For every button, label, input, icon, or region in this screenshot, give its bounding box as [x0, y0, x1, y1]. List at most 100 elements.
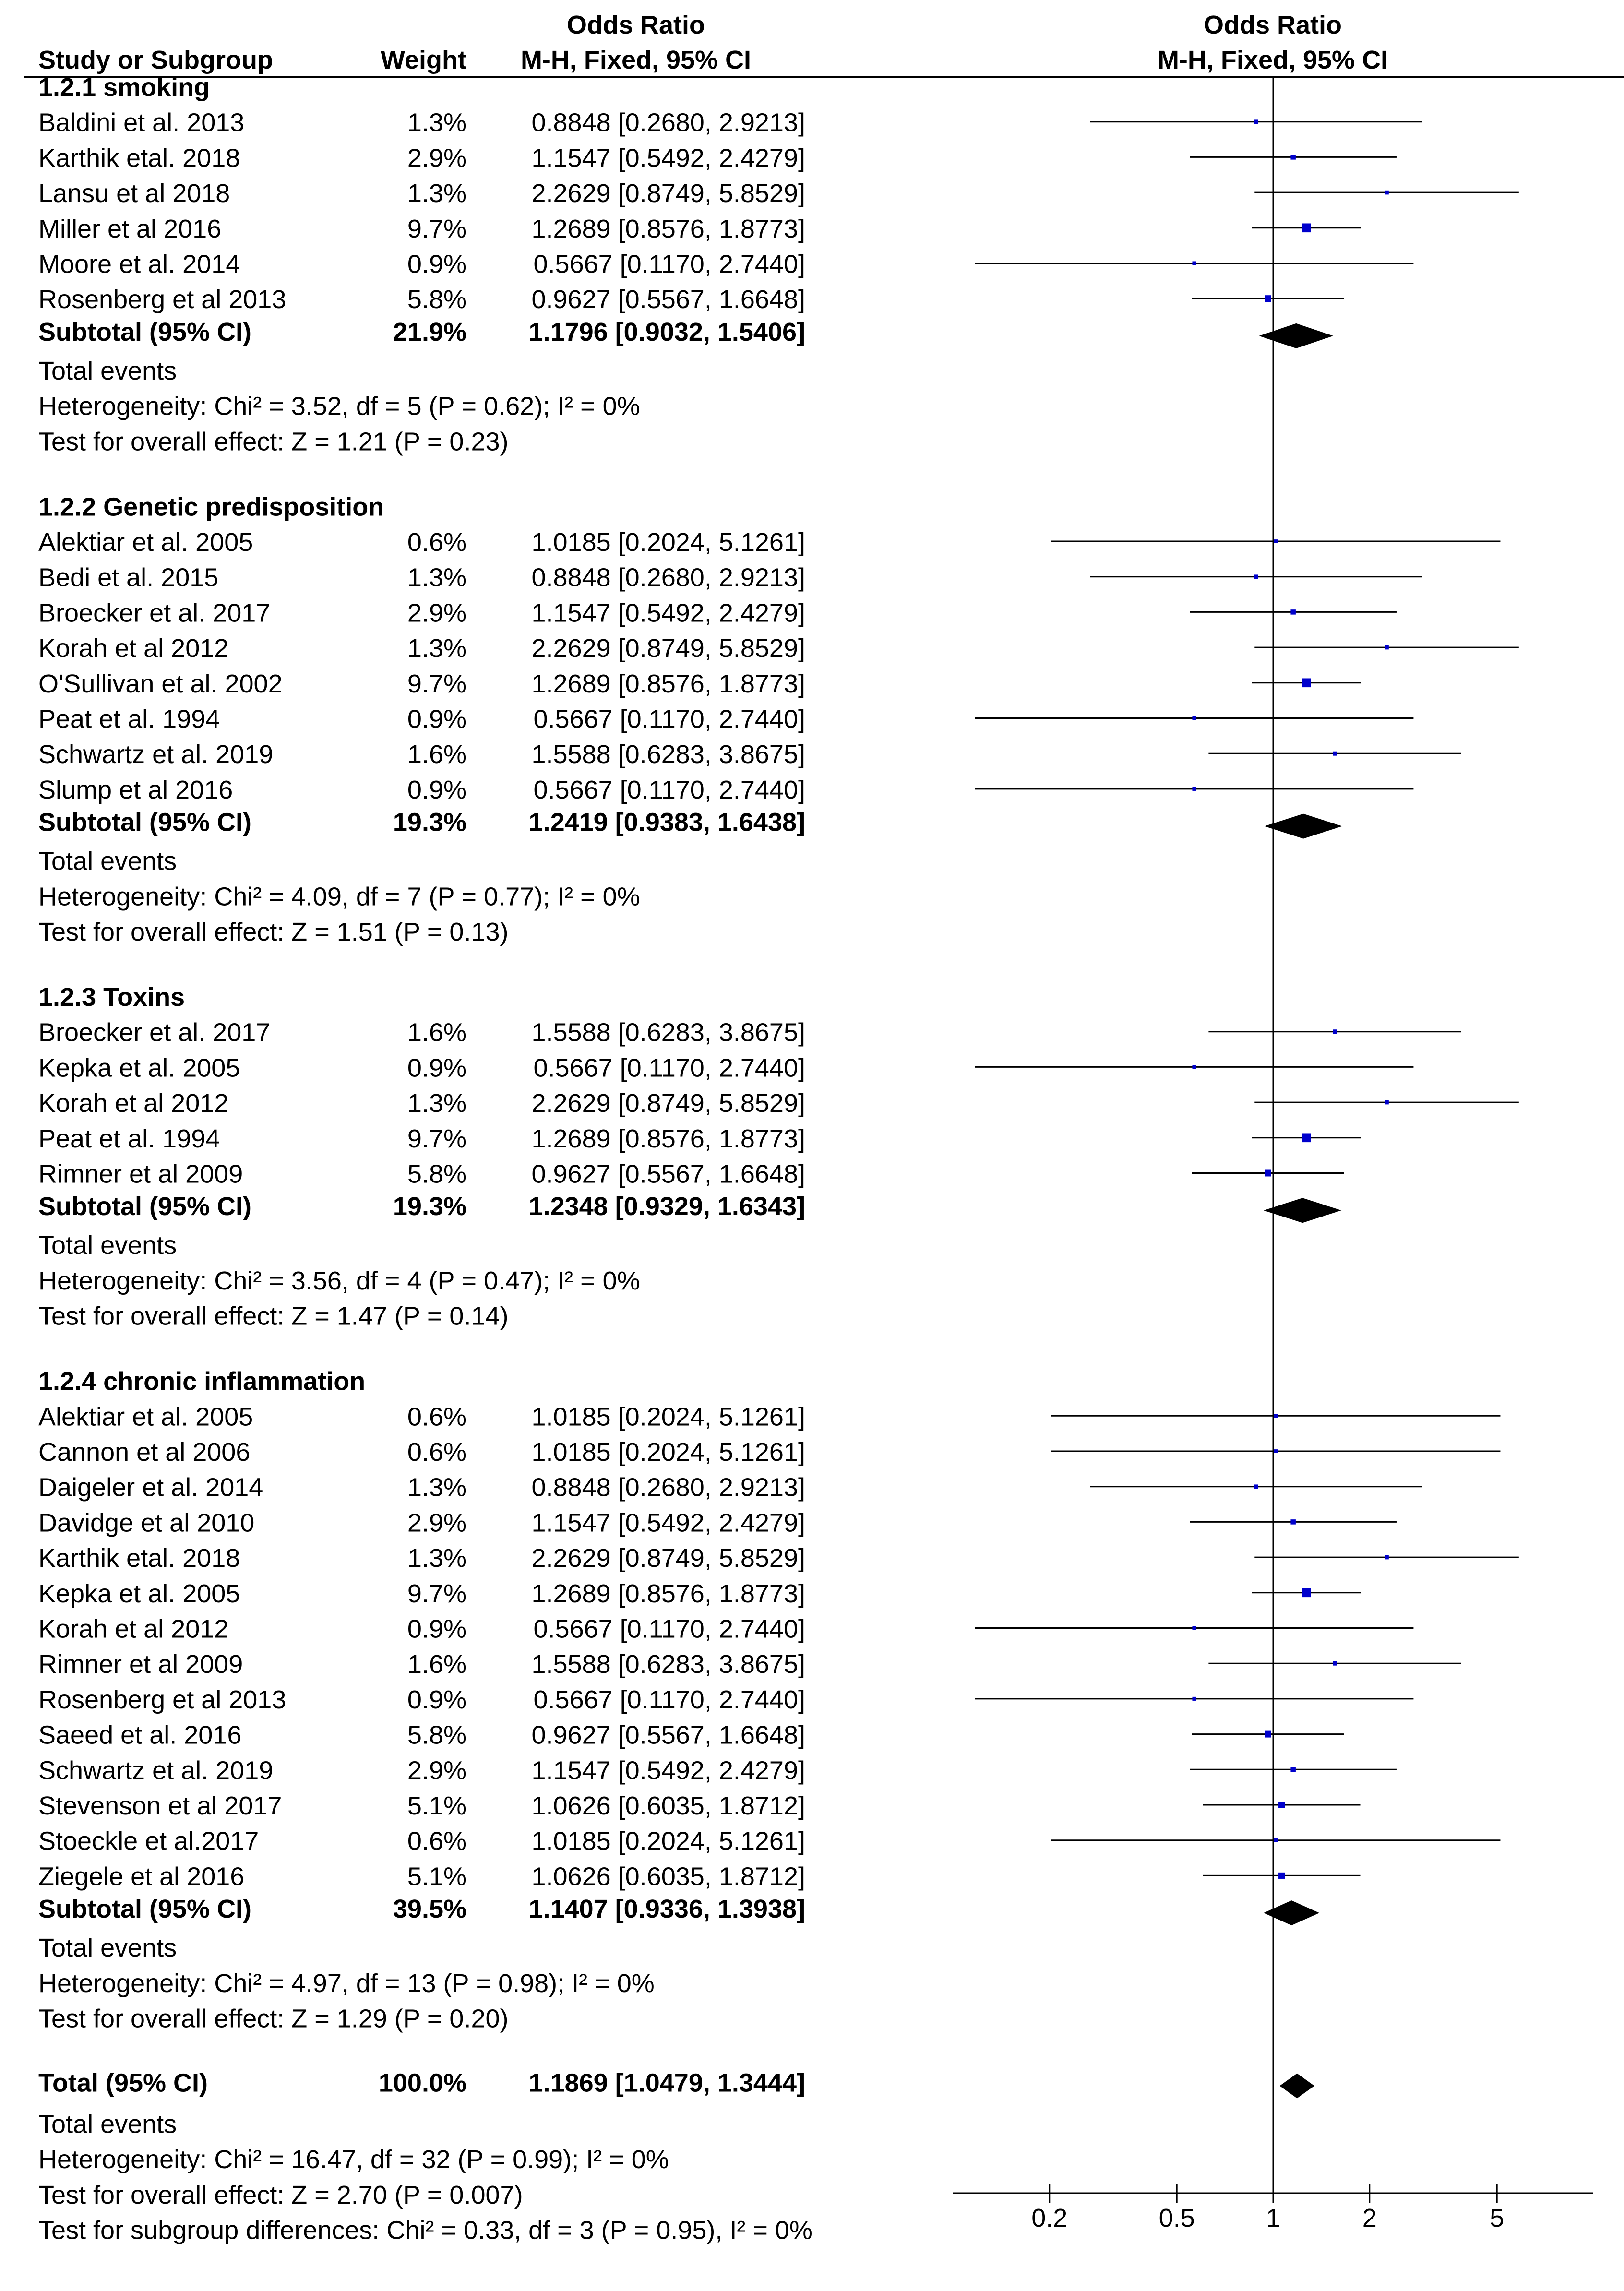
study-name: Broecker et al. 2017: [38, 1018, 270, 1047]
or-column-header-line2: M-H, Fixed, 95% CI: [521, 46, 751, 74]
study-point: [1278, 1802, 1285, 1808]
study-name: Schwartz et al. 2019: [38, 1756, 273, 1785]
study-weight: 0.9%: [407, 1685, 466, 1714]
subtotal-weight: 19.3%: [393, 1192, 466, 1221]
overall-effect-text: Test for overall effect: Z = 1.47 (P = 0…: [38, 1302, 509, 1331]
study-name: Rosenberg et al 2013: [38, 285, 286, 314]
study-or-ci: 1.5588 [0.6283, 3.8675]: [531, 1650, 805, 1679]
study-or-ci: 1.1547 [0.5492, 2.4279]: [531, 598, 805, 627]
study-point: [1290, 1767, 1296, 1772]
subtotal-diamond: [1264, 1900, 1320, 1926]
study-weight: 5.1%: [407, 1862, 466, 1891]
study-weight: 2.9%: [407, 598, 466, 627]
subtotal-weight: 21.9%: [393, 318, 466, 346]
study-or-ci: 0.8848 [0.2680, 2.9213]: [531, 1473, 805, 1502]
total-overall-effect-text: Test for overall effect: Z = 2.70 (P = 0…: [38, 2181, 523, 2209]
study-weight: 1.3%: [407, 1544, 466, 1573]
subgroup-differences-text: Test for subgroup differences: Chi² = 0.…: [38, 2216, 812, 2245]
study-name: Peat et al. 1994: [38, 705, 220, 734]
x-tick-label: 0.2: [1031, 2204, 1067, 2232]
study-or-ci: 0.9627 [0.5567, 1.6648]: [531, 1160, 805, 1189]
study-point: [1265, 1730, 1271, 1738]
study-point: [1278, 1872, 1285, 1879]
study-name: Karthik etal. 2018: [38, 1544, 240, 1573]
overall-effect-text: Test for overall effect: Z = 1.29 (P = 0…: [38, 2005, 509, 2033]
study-name: Daigeler et al. 2014: [38, 1473, 263, 1502]
subtotal-label: Subtotal (95% CI): [38, 318, 251, 346]
study-point: [1333, 751, 1337, 756]
study-point: [1333, 1029, 1337, 1034]
heterogeneity-text: Heterogeneity: Chi² = 4.09, df = 7 (P = …: [38, 882, 640, 911]
study-weight: 2.9%: [407, 1756, 466, 1785]
subtotal-label: Subtotal (95% CI): [38, 808, 251, 837]
study-point: [1302, 1133, 1311, 1143]
study-point: [1385, 1100, 1389, 1105]
study-point: [1302, 223, 1311, 233]
study-name: Slump et al 2016: [38, 776, 233, 804]
study-weight: 0.6%: [407, 528, 466, 557]
study-name: Bedi et al. 2015: [38, 563, 218, 592]
study-or-ci: 1.0185 [0.2024, 5.1261]: [531, 1402, 805, 1431]
study-point: [1274, 1414, 1278, 1418]
subtotal-or-ci: 1.2419 [0.9383, 1.6438]: [529, 808, 805, 837]
study-point: [1385, 645, 1389, 650]
subtotal-weight: 19.3%: [393, 808, 466, 837]
subtotal-label: Subtotal (95% CI): [38, 1192, 251, 1221]
study-point: [1290, 155, 1296, 160]
subtotal-diamond: [1259, 323, 1334, 348]
study-weight: 0.9%: [407, 705, 466, 734]
study-name: Korah et al 2012: [38, 1615, 228, 1644]
study-point: [1192, 1696, 1196, 1701]
overall-effect-text: Test for overall effect: Z = 1.21 (P = 0…: [38, 427, 509, 456]
x-tick-label: 2: [1362, 2204, 1377, 2232]
study-or-ci: 0.5667 [0.1170, 2.7440]: [534, 1685, 806, 1714]
study-point: [1385, 1555, 1389, 1560]
subgroup-title: 1.2.2 Genetic predisposition: [38, 492, 384, 521]
study-or-ci: 0.8848 [0.2680, 2.9213]: [531, 108, 805, 137]
study-weight: 9.7%: [407, 669, 466, 698]
column-headers: Odds Ratio M-H, Fixed, 95% CI Study or S…: [38, 11, 1388, 74]
total-diamond: [1279, 2073, 1314, 2099]
study-or-ci: 2.2629 [0.8749, 5.8529]: [531, 179, 805, 208]
study-weight: 5.8%: [407, 1721, 466, 1750]
study-or-ci: 0.5667 [0.1170, 2.7440]: [534, 1053, 806, 1082]
study-or-ci: 1.2689 [0.8576, 1.8773]: [531, 1579, 805, 1608]
overall-effect-text: Test for overall effect: Z = 1.51 (P = 0…: [38, 918, 509, 946]
study-point: [1254, 574, 1258, 579]
study-weight: 0.6%: [407, 1402, 466, 1431]
subtotal-or-ci: 1.1407 [0.9336, 1.3938]: [529, 1895, 805, 1923]
subgroup-title: 1.2.3 Toxins: [38, 983, 185, 1012]
study-point: [1192, 1626, 1196, 1630]
study-weight: 0.9%: [407, 776, 466, 804]
study-name: Stoeckle et al.2017: [38, 1827, 259, 1856]
total-heterogeneity-text: Heterogeneity: Chi² = 16.47, df = 32 (P …: [38, 2145, 669, 2174]
heterogeneity-text: Heterogeneity: Chi² = 4.97, df = 13 (P =…: [38, 1969, 655, 1998]
study-point: [1333, 1661, 1337, 1666]
study-weight: 0.6%: [407, 1827, 466, 1856]
study-weight: 0.9%: [407, 1053, 466, 1082]
total-events-label: Total events: [38, 1933, 177, 1962]
study-name: Miller et al 2016: [38, 215, 221, 243]
study-or-ci: 1.1547 [0.5492, 2.4279]: [531, 1756, 805, 1785]
table-rows: 1.2.1 smoking Baldini et al. 2013 1.3% 0.88…: [38, 73, 812, 2245]
plot-area: 0.2 0.5 1 2 5: [953, 77, 1593, 2232]
total-label: Total (95% CI): [38, 2069, 208, 2098]
study-or-ci: 1.0626 [0.6035, 1.8712]: [531, 1791, 805, 1820]
study-point: [1385, 190, 1389, 195]
study-name: Stevenson et al 2017: [38, 1791, 282, 1820]
study-point: [1290, 609, 1296, 615]
study-point: [1192, 716, 1196, 720]
study-weight: 1.3%: [407, 1473, 466, 1502]
study-weight: 1.3%: [407, 634, 466, 663]
subtotal-or-ci: 1.1796 [0.9032, 1.5406]: [529, 318, 805, 346]
study-or-ci: 1.2689 [0.8576, 1.8773]: [531, 1124, 805, 1153]
total-events-label: Total events: [38, 847, 177, 876]
study-name: Rosenberg et al 2013: [38, 1685, 286, 1714]
heterogeneity-text: Heterogeneity: Chi² = 3.56, df = 4 (P = …: [38, 1266, 640, 1295]
plot-header-line1: Odds Ratio: [1204, 11, 1342, 39]
study-or-ci: 2.2629 [0.8749, 5.8529]: [531, 1544, 805, 1573]
study-or-ci: 0.9627 [0.5567, 1.6648]: [531, 1721, 805, 1750]
x-tick-label: 5: [1490, 2204, 1504, 2232]
study-name: Moore et al. 2014: [38, 250, 240, 279]
heterogeneity-text: Heterogeneity: Chi² = 3.52, df = 5 (P = …: [38, 392, 640, 421]
